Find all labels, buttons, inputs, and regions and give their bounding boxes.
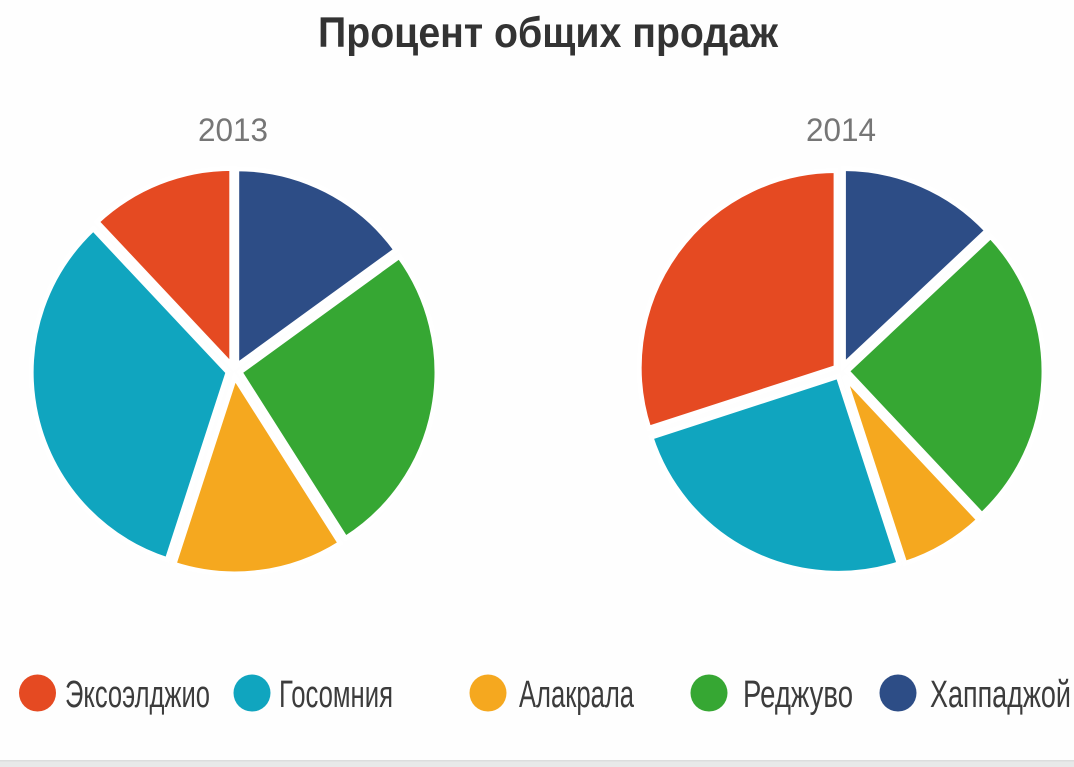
- svg-text:Госомния: Госомния: [279, 674, 393, 716]
- svg-text:Эксоэлджио: Эксоэлджио: [65, 674, 210, 716]
- svg-text:Процент общих продаж: Процент общих продаж: [318, 9, 778, 57]
- svg-text:2013: 2013: [198, 112, 268, 148]
- svg-text:Реджуво: Реджуво: [743, 674, 853, 716]
- svg-text:Хаппаджой: Хаппаджой: [930, 674, 1071, 716]
- svg-text:Алакрала: Алакрала: [519, 674, 635, 716]
- svg-text:2014: 2014: [806, 112, 876, 148]
